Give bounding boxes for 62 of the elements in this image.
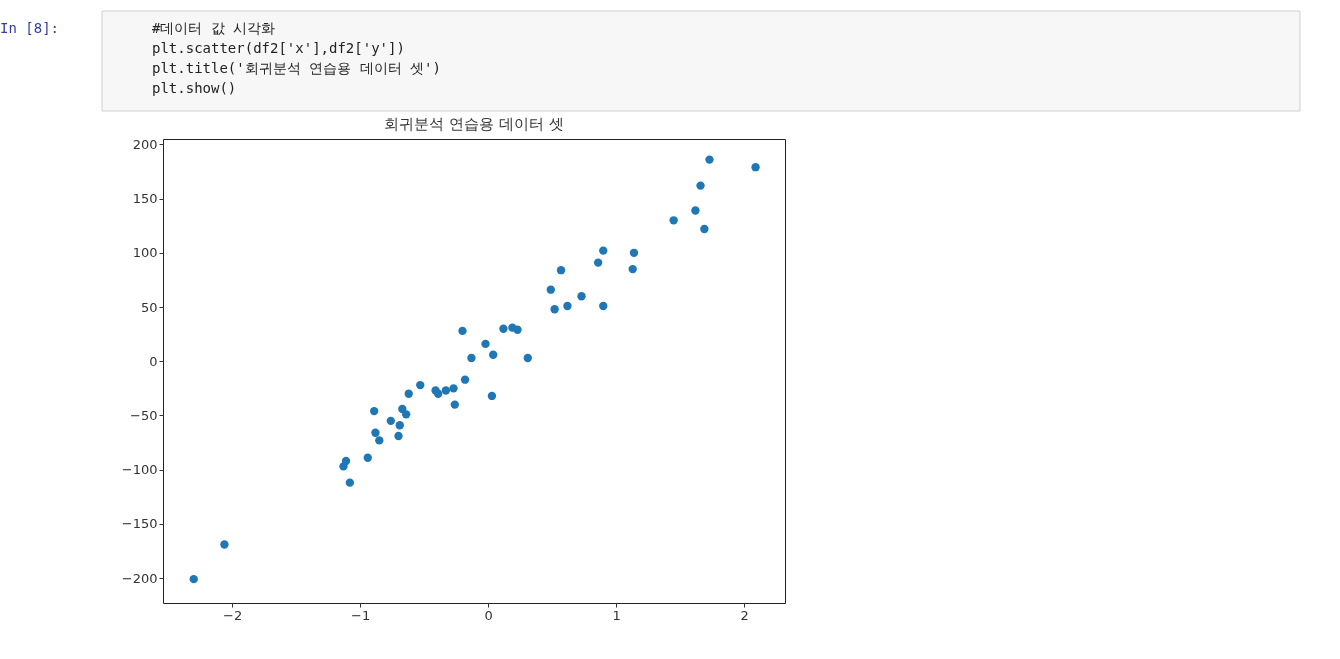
- point: [449, 384, 458, 393]
- y-tick-label: 0: [149, 353, 158, 369]
- x-tick-label: −1: [351, 607, 371, 623]
- x-tick-label: 1: [612, 607, 621, 623]
- point: [691, 206, 700, 215]
- point: [460, 375, 470, 384]
- y-tick-label: −150: [121, 516, 158, 532]
- text: In [8]:: [0, 20, 60, 36]
- point: [220, 540, 229, 549]
- chart-title: 회귀분석 연습용 데이터 셋: [384, 115, 564, 134]
- point: [499, 324, 508, 333]
- point: [394, 431, 403, 441]
- point: [458, 326, 467, 336]
- point: [599, 301, 608, 311]
- y-tick-label: −50: [130, 407, 158, 423]
- point: [669, 216, 678, 225]
- text: plt.show(): [152, 80, 237, 96]
- point: [523, 353, 532, 363]
- x-tick-label: −2: [223, 607, 243, 623]
- y-tick-label: 100: [132, 245, 158, 261]
- point: [339, 462, 348, 471]
- point: [386, 416, 395, 426]
- point: [628, 264, 637, 274]
- y-tick-label: −100: [121, 462, 158, 478]
- point: [481, 339, 490, 349]
- point: [489, 350, 498, 359]
- point: [556, 266, 566, 275]
- x-tick-label: 2: [740, 607, 749, 623]
- y-tick-label: 50: [140, 299, 158, 315]
- point: [404, 389, 413, 398]
- point: [371, 428, 380, 437]
- point: [401, 410, 411, 419]
- y-tick-label: 200: [132, 136, 158, 152]
- y-tick-label: 150: [132, 191, 158, 207]
- text: plt.scatter(df2['x'],df2['y']): [152, 40, 405, 56]
- point: [395, 421, 404, 430]
- point: [577, 292, 586, 301]
- point: [467, 353, 476, 363]
- y-tick-label: −200: [121, 570, 158, 586]
- point: [593, 258, 603, 267]
- point: [345, 478, 355, 487]
- point: [696, 181, 705, 190]
- point: [700, 224, 709, 234]
- point: [629, 248, 639, 258]
- point: [751, 163, 760, 172]
- point: [441, 386, 451, 395]
- point: [450, 400, 459, 409]
- point: [416, 380, 425, 390]
- point: [550, 305, 559, 314]
- point: [563, 301, 572, 311]
- point: [487, 391, 497, 401]
- point: [375, 436, 384, 445]
- point: [705, 155, 714, 164]
- point: [513, 325, 522, 334]
- point: [363, 453, 372, 462]
- text: plt.title('회귀분석 연습용 데이터 셋'): [152, 60, 441, 76]
- point: [546, 285, 555, 294]
- point: [599, 246, 608, 255]
- point: [369, 406, 379, 416]
- point: [189, 574, 198, 584]
- x-tick-label: 0: [484, 607, 493, 623]
- text: #데이터 값 시각화: [152, 20, 276, 36]
